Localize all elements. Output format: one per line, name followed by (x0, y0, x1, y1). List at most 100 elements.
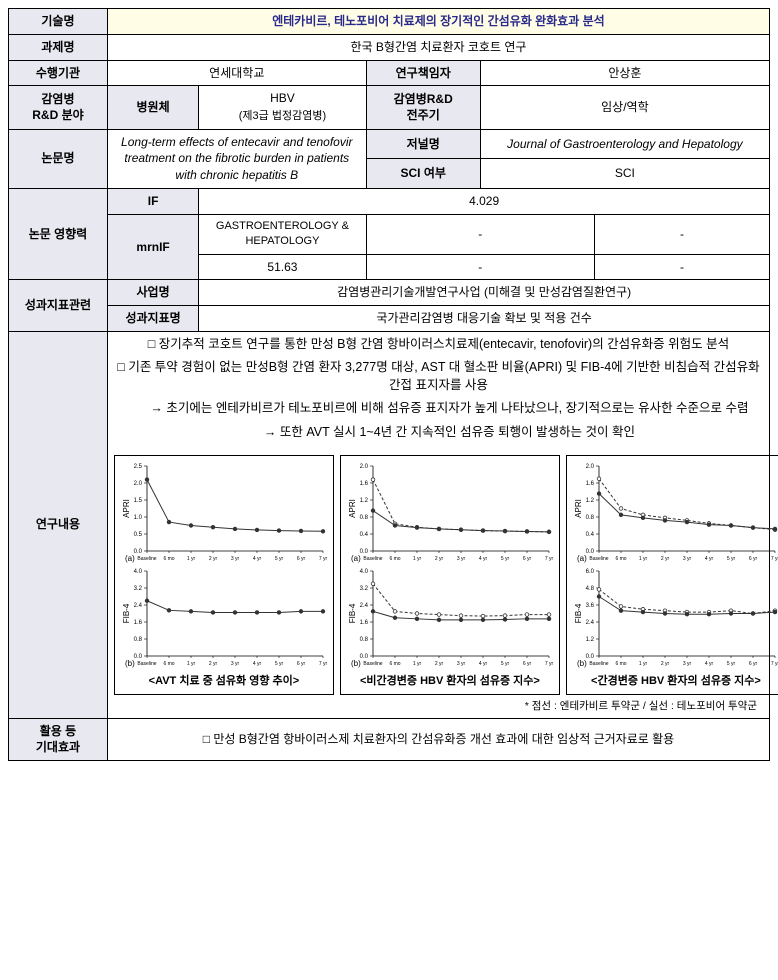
label-perf: 성과지표관련 (9, 280, 108, 332)
svg-text:5 yr: 5 yr (275, 661, 284, 667)
bullet-2: □ 기존 투약 경험이 없는 만성B형 간염 환자 3,277명 대상, AST… (114, 359, 763, 394)
svg-text:2 yr: 2 yr (435, 661, 444, 667)
chart-3b: 0.01.22.43.64.86.0Baseline6 mo1 yr2 yr3 … (571, 565, 778, 670)
svg-text:6 yr: 6 yr (749, 556, 758, 562)
label-paper: 논문명 (9, 129, 108, 188)
val-tech: 엔테카비르, 테노포비어 치료제의 장기적인 간섬유화 완화효과 분석 (107, 9, 769, 35)
label-research: 연구내용 (9, 331, 108, 718)
svg-text:APRI: APRI (574, 500, 583, 519)
svg-text:4.8: 4.8 (586, 586, 595, 592)
chart-col-2: 0.0 0.4 0.8 1.2 1.6 2.0 Baseline 6 mo 1 yr 2 yr 3 … (340, 455, 560, 694)
svg-text:3 yr: 3 yr (231, 661, 240, 667)
svg-text:Baseline: Baseline (363, 556, 382, 562)
svg-text:2.0: 2.0 (360, 464, 369, 470)
svg-text:0.4: 0.4 (586, 532, 595, 538)
svg-text:1.6: 1.6 (360, 481, 369, 487)
val-ind: 국가관리감염병 대응기술 확보 및 적용 건수 (199, 306, 770, 332)
val-project: 한국 B형간염 치료환자 코호트 연구 (107, 34, 769, 60)
label-mrnif: mrnIF (107, 214, 198, 280)
chart-2a: 0.00.40.81.21.62.0Baseline6 mo1 yr2 yr3 … (345, 460, 555, 565)
svg-text:3 yr: 3 yr (457, 661, 466, 667)
chart-3a: 0.0 0.4 0.8 1.2 1.6 2.0 Baseline 6 mo 1 yr 2 yr 3 … (571, 460, 778, 565)
svg-text:1.6: 1.6 (360, 620, 369, 626)
svg-text:FIB-4: FIB-4 (574, 604, 583, 624)
svg-text:5 yr: 5 yr (727, 661, 736, 667)
svg-text:1 yr: 1 yr (187, 556, 196, 562)
bullet-2b: → 또한 AVT 실시 1~4년 간 지속적인 섬유증 퇴행이 발생하는 것이 … (114, 424, 763, 442)
val-org: 연세대학교 (107, 60, 366, 86)
svg-text:1 yr: 1 yr (639, 661, 648, 667)
svg-text:6 mo: 6 mo (163, 556, 174, 562)
svg-text:1 yr: 1 yr (639, 556, 648, 562)
label-pi: 연구책임자 (366, 60, 480, 86)
svg-text:3 yr: 3 yr (683, 556, 692, 562)
svg-text:0.8: 0.8 (360, 515, 369, 521)
svg-text:2 yr: 2 yr (661, 556, 670, 562)
svg-text:7 yr: 7 yr (545, 556, 554, 562)
chart-1a: 0.00.51.01.52.02.5Baseline6 mo1 yr2 yr3 … (119, 460, 329, 565)
dash2: - (594, 214, 769, 254)
svg-text:1.6: 1.6 (134, 620, 143, 626)
bullet-1: □ 장기추적 코호트 연구를 통한 만성 B형 간염 항바이러스치료제(ente… (114, 336, 763, 354)
svg-text:1.6: 1.6 (586, 481, 595, 487)
svg-text:0.4: 0.4 (360, 532, 369, 538)
svg-text:Baseline: Baseline (137, 556, 156, 562)
svg-text:2 yr: 2 yr (209, 661, 218, 667)
svg-text:0.5: 0.5 (134, 532, 143, 538)
research-content: □ 장기추적 코호트 연구를 통한 만성 B형 간염 항바이러스치료제(ente… (107, 331, 769, 718)
val-expect: □ 만성 B형간염 항바이러스제 치료환자의 간섬유화증 개선 효과에 대한 임… (107, 718, 769, 761)
svg-text:(b): (b) (577, 659, 587, 668)
svg-text:1 yr: 1 yr (413, 661, 422, 667)
svg-text:1.2: 1.2 (360, 498, 369, 504)
svg-text:0.8: 0.8 (360, 637, 369, 643)
svg-text:6 yr: 6 yr (297, 661, 306, 667)
svg-text:1.2: 1.2 (586, 498, 595, 504)
svg-text:2.5: 2.5 (134, 464, 143, 470)
val-mrnif-cat: GASTROENTEROLOGY & HEPATOLOGY (199, 214, 366, 254)
chart-2b: 0.00.81.62.43.24.0Baseline6 mo1 yr2 yr3 … (345, 565, 555, 670)
svg-text:0.0: 0.0 (586, 549, 595, 555)
val-pathogen: HBV (제3급 법정감염병) (199, 86, 366, 129)
svg-text:7 yr: 7 yr (771, 661, 778, 667)
svg-text:7 yr: 7 yr (545, 661, 554, 667)
svg-text:0.8: 0.8 (586, 515, 595, 521)
caption-3: <간경변증 HBV 환자의 섬유증 지수> (591, 674, 761, 689)
svg-text:2.0: 2.0 (586, 464, 595, 470)
label-rd-cycle: 감염병R&D 전주기 (366, 86, 480, 129)
dash3: - (366, 254, 594, 280)
svg-text:6 mo: 6 mo (615, 556, 626, 562)
dash1: - (366, 214, 594, 254)
svg-text:FIB-4: FIB-4 (348, 604, 357, 624)
svg-text:FIB-4: FIB-4 (122, 604, 131, 624)
val-sci: SCI (480, 159, 769, 189)
svg-text:APRI: APRI (122, 500, 131, 519)
svg-text:6.0: 6.0 (586, 569, 595, 575)
svg-text:3.2: 3.2 (360, 586, 369, 592)
svg-text:5 yr: 5 yr (501, 661, 510, 667)
svg-text:6 mo: 6 mo (389, 556, 400, 562)
svg-text:(a): (a) (577, 554, 587, 563)
val-paper: Long-term effects of entecavir and tenof… (107, 129, 366, 188)
svg-text:0.8: 0.8 (134, 637, 143, 643)
svg-text:Baseline: Baseline (589, 661, 608, 667)
svg-text:4 yr: 4 yr (253, 661, 262, 667)
svg-text:4 yr: 4 yr (479, 556, 488, 562)
svg-text:4 yr: 4 yr (253, 556, 262, 562)
svg-text:4 yr: 4 yr (705, 556, 714, 562)
label-project: 과제명 (9, 34, 108, 60)
svg-text:3.2: 3.2 (134, 586, 143, 592)
svg-text:6 mo: 6 mo (389, 661, 400, 667)
svg-text:7 yr: 7 yr (319, 556, 328, 562)
chart-1b: 0.00.81.62.43.24.0Baseline6 mo1 yr2 yr3 … (119, 565, 329, 670)
svg-text:(a): (a) (351, 554, 361, 563)
val-if: 4.029 (199, 188, 770, 214)
svg-text:Baseline: Baseline (589, 556, 608, 562)
bullet-2a: → 초기에는 엔테카비르가 테노포비르에 비해 섬유증 표지자가 높게 나타났으… (114, 400, 763, 418)
label-org: 수행기관 (9, 60, 108, 86)
label-biz: 사업명 (107, 280, 198, 306)
svg-text:2.0: 2.0 (134, 481, 143, 487)
svg-text:0.0: 0.0 (360, 549, 369, 555)
val-mrnif-num: 51.63 (199, 254, 366, 280)
label-impact: 논문 영향력 (9, 188, 108, 279)
svg-text:3 yr: 3 yr (231, 556, 240, 562)
